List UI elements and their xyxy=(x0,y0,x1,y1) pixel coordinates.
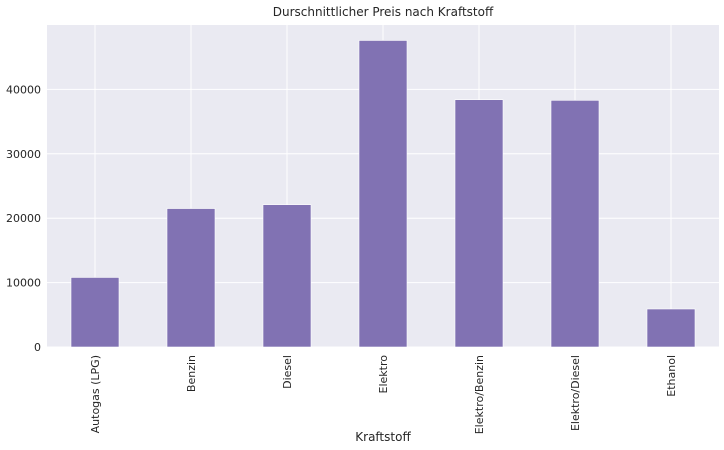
y-tick-label: 0 xyxy=(34,341,41,354)
x-tick-label: Elektro/Benzin xyxy=(473,355,486,434)
y-tick-label: 30000 xyxy=(6,148,41,161)
bar-diesel xyxy=(262,204,312,348)
chart-title: Durschnittlicher Preis nach Kraftstoff xyxy=(273,5,494,19)
x-tick-label: Elektro xyxy=(377,355,390,394)
y-tick-label: 20000 xyxy=(6,212,41,225)
x-axis-label: Kraftstoff xyxy=(355,430,411,444)
bar-elektro-benzin xyxy=(454,99,504,348)
x-tick-label: Benzin xyxy=(185,355,198,392)
y-axis-ticks: 0 10000 20000 30000 40000 xyxy=(6,83,41,354)
x-tick-label: Diesel xyxy=(281,355,294,389)
bar-elektro xyxy=(358,40,408,348)
bar-ethanol xyxy=(646,308,696,348)
x-tick-label: Autogas (LPG) xyxy=(89,355,102,433)
bar-autogas-lpg xyxy=(70,277,120,348)
x-tick-label: Ethanol xyxy=(665,355,678,397)
y-tick-label: 40000 xyxy=(6,83,41,96)
bar-elektro-diesel xyxy=(550,100,600,348)
bar-benzin xyxy=(166,208,216,348)
x-tick-label: Elektro/Diesel xyxy=(569,355,582,431)
y-tick-label: 10000 xyxy=(6,277,41,290)
bars xyxy=(70,40,696,348)
x-axis-ticks: Autogas (LPG) Benzin Diesel Elektro Elektro/… xyxy=(89,355,678,435)
